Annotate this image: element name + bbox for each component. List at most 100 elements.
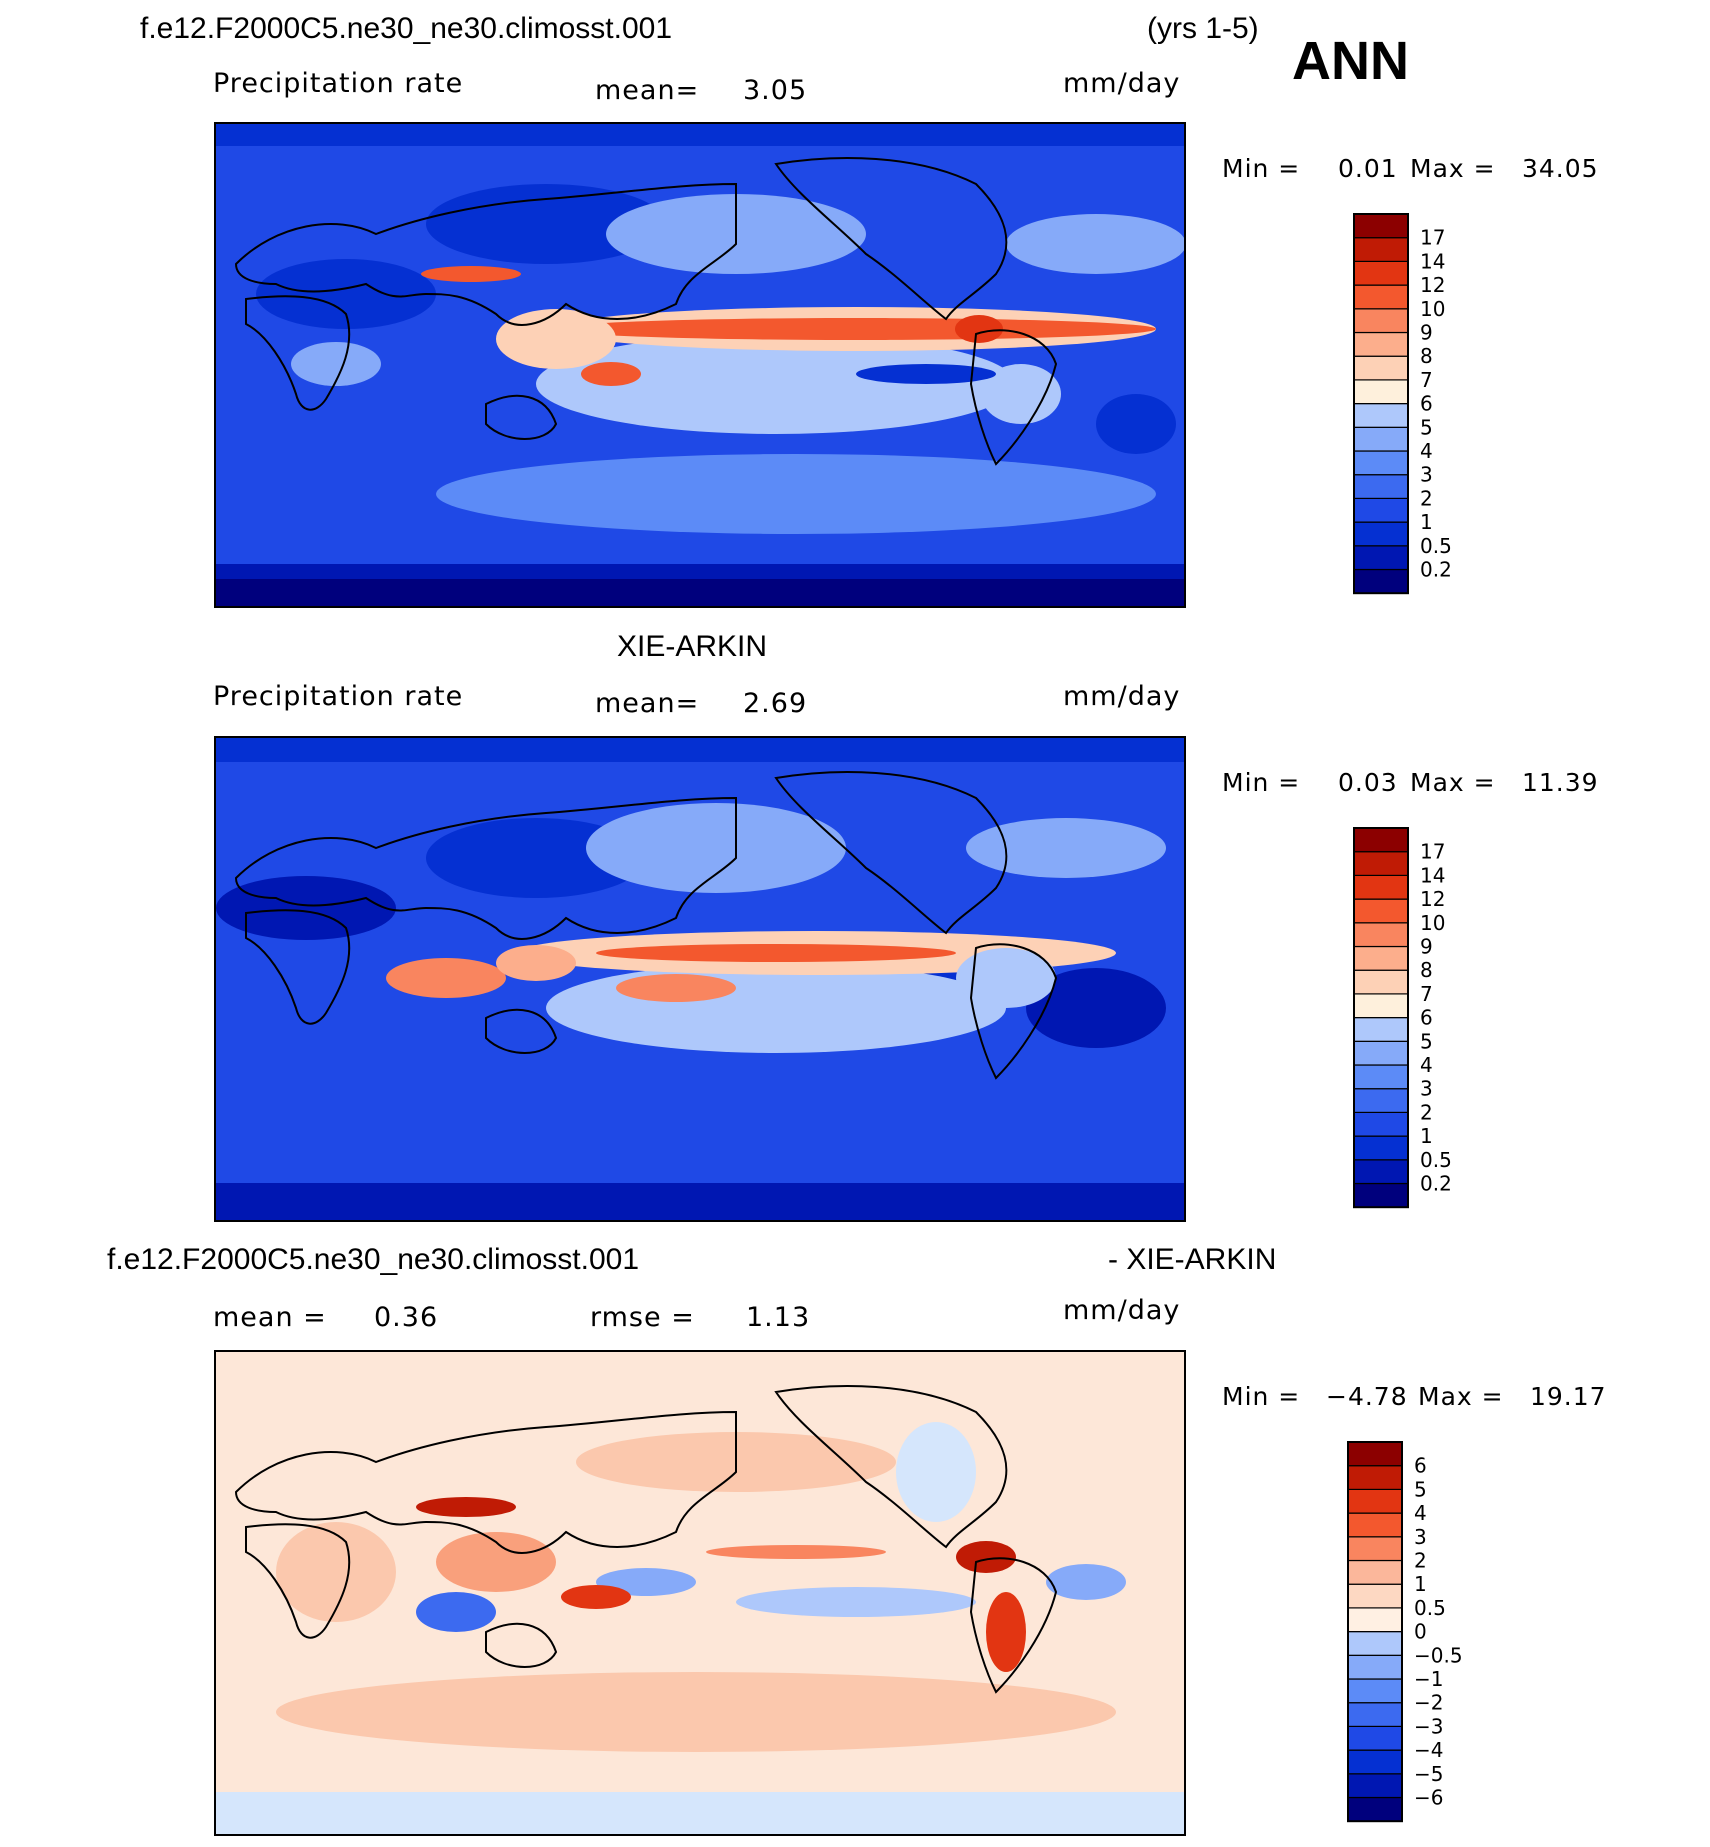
colorbar-2-tick-label: 10 [1420, 911, 1445, 935]
colorbar-3-box-10 [1347, 1559, 1403, 1585]
colorbar-2-tick-label: 12 [1420, 887, 1445, 911]
colorbar-1-tick-label: 3 [1420, 463, 1433, 487]
colorbar-2-box-14 [1353, 851, 1409, 877]
colorbar-2-tick-label: 3 [1420, 1077, 1433, 1101]
colorbar-1-tick-label: 7 [1420, 368, 1433, 392]
colorbar-1-box-7 [1353, 403, 1409, 428]
panel-3-colorbar: −6 −5 −4 −3 −2 −1 −0.5 0 0.5 1 2 3 4 5 6 [1346, 1441, 1476, 1826]
colorbar-3-tick-label: 0.5 [1414, 1596, 1446, 1620]
colorbar-3-box-11 [1347, 1536, 1403, 1562]
panel-1-max-label: Max = [1410, 154, 1496, 183]
map-3-andes [986, 1592, 1026, 1672]
colorbar-1-box-4 [1353, 474, 1409, 500]
map-1-antarctica-dry [216, 579, 1184, 606]
map-3-atlantic-dry [1046, 1564, 1126, 1600]
colorbar-1-box-10 [1353, 331, 1409, 357]
colorbar-1-box-14 [1353, 237, 1409, 263]
map-1-sahara [256, 259, 436, 329]
colorbar-1-tick-label: 6 [1420, 392, 1433, 416]
panel-3-units: mm/day [1063, 1295, 1181, 1326]
colorbar-2-box-11 [1353, 922, 1409, 948]
colorbar-3-box-1 [1347, 1773, 1403, 1799]
colorbar-2-tick-label: 6 [1420, 1006, 1433, 1030]
colorbar-2-tick-label: 2 [1420, 1100, 1433, 1124]
colorbar-3-box-4 [1347, 1702, 1403, 1728]
colorbar-2-box-6 [1353, 1040, 1409, 1066]
colorbar-1-tick-label: 9 [1420, 321, 1433, 345]
map-3-panama [956, 1541, 1016, 1573]
map-2-indian [386, 958, 506, 998]
map-2-spcz [616, 974, 736, 1002]
colorbar-2-tick-label: 7 [1420, 982, 1433, 1006]
colorbar-3-box-15 [1347, 1441, 1403, 1467]
colorbar-1-tick-label: 5 [1420, 415, 1433, 439]
colorbar-2-box-12 [1353, 898, 1409, 924]
colorbar-1-tick-label: 8 [1420, 344, 1433, 368]
colorbar-3-box-6 [1347, 1654, 1403, 1680]
colorbar-1-tick-label: 0.5 [1420, 534, 1452, 558]
colorbar-3-box-0 [1347, 1796, 1403, 1822]
panel-2-map [214, 736, 1186, 1222]
panel-3-min-value: −4.78 [1326, 1382, 1408, 1411]
colorbar-2-tick-label: 17 [1420, 840, 1445, 864]
panel-2-max-label: Max = [1410, 768, 1496, 797]
panel-2-min-label: Min = [1222, 768, 1301, 797]
colorbar-3-tick-label: −2 [1414, 1691, 1443, 1715]
colorbar-1-box-12 [1353, 284, 1409, 310]
panel-1-colorbar: 0.2 0.5 1 2 3 4 5 6 7 8 9 10 12 14 17 [1352, 213, 1472, 598]
map-3-spcz-dry [736, 1587, 976, 1617]
colorbar-3-box-2 [1347, 1749, 1403, 1775]
colorbar-3-box-5 [1347, 1678, 1403, 1704]
colorbar-2-tick-label: 8 [1420, 958, 1433, 982]
colorbar-2-box-10 [1353, 945, 1409, 971]
colorbar-3-box-9 [1347, 1583, 1403, 1609]
colorbar-2-tick-label: 1 [1420, 1124, 1433, 1148]
colorbar-2-box-5 [1353, 1064, 1409, 1090]
map-1-spcz-broad [536, 334, 1016, 434]
colorbar-1-box-0 [1353, 568, 1409, 594]
map-1-congo [291, 342, 381, 386]
panel-2-title: XIE-ARKIN [617, 630, 768, 663]
season-label: ANN [1292, 31, 1409, 91]
map-2-antarctica [216, 1183, 1184, 1220]
colorbar-2-box-4 [1353, 1088, 1409, 1114]
map-1-satl-dry [1096, 394, 1176, 454]
map-1-epac-dry [856, 364, 996, 384]
colorbar-3-box-14 [1347, 1465, 1403, 1491]
colorbar-1-box-3 [1353, 497, 1409, 523]
panel-2-mean-label: mean= [595, 688, 700, 719]
colorbar-2-box-8 [1353, 993, 1409, 1019]
colorbar-2-tick-label: 0.2 [1420, 1172, 1452, 1196]
panel-1-mean-label: mean= [595, 75, 700, 106]
colorbar-1-tick-label: 0.2 [1420, 558, 1452, 582]
map-2-satl-dry [1026, 968, 1166, 1048]
map-3-antarctica [216, 1792, 1184, 1834]
map-3-indian-dry [416, 1592, 496, 1632]
map-2-arctic [216, 738, 1184, 762]
colorbar-1-box-11 [1353, 308, 1409, 334]
map-3-itcz [706, 1545, 886, 1559]
colorbar-2-tick-label: 9 [1420, 935, 1433, 959]
colorbar-3-box-13 [1347, 1488, 1403, 1514]
colorbar-1-tick-label: 10 [1420, 297, 1445, 321]
colorbar-2-tick-label: 0.5 [1420, 1148, 1452, 1172]
panel-1-map [214, 122, 1186, 608]
colorbar-3-outline [1347, 1441, 1403, 1823]
panel-1-max-value: 34.05 [1522, 154, 1599, 183]
map-1-amazon [981, 364, 1061, 424]
colorbar-2-outline [1353, 827, 1409, 1209]
map-3-coastlines [234, 1385, 1058, 1694]
map-2-itcz [596, 944, 956, 962]
colorbar-1-box-5 [1353, 450, 1409, 476]
panel-1-mean-value: 3.05 [743, 75, 808, 106]
colorbar-2-box-13 [1353, 874, 1409, 900]
colorbar-2-box-7 [1353, 1017, 1409, 1042]
colorbar-3-tick-label: −3 [1414, 1714, 1443, 1738]
colorbar-1-tick-label: 1 [1420, 510, 1433, 534]
map-1-himalaya [421, 266, 521, 282]
map-1-coastlines [234, 157, 1058, 466]
colorbar-1-tick-label: 2 [1420, 486, 1433, 510]
colorbar-1-box-1 [1353, 545, 1409, 571]
map-1-panama [955, 315, 1003, 343]
colorbar-1-outline [1353, 213, 1409, 595]
